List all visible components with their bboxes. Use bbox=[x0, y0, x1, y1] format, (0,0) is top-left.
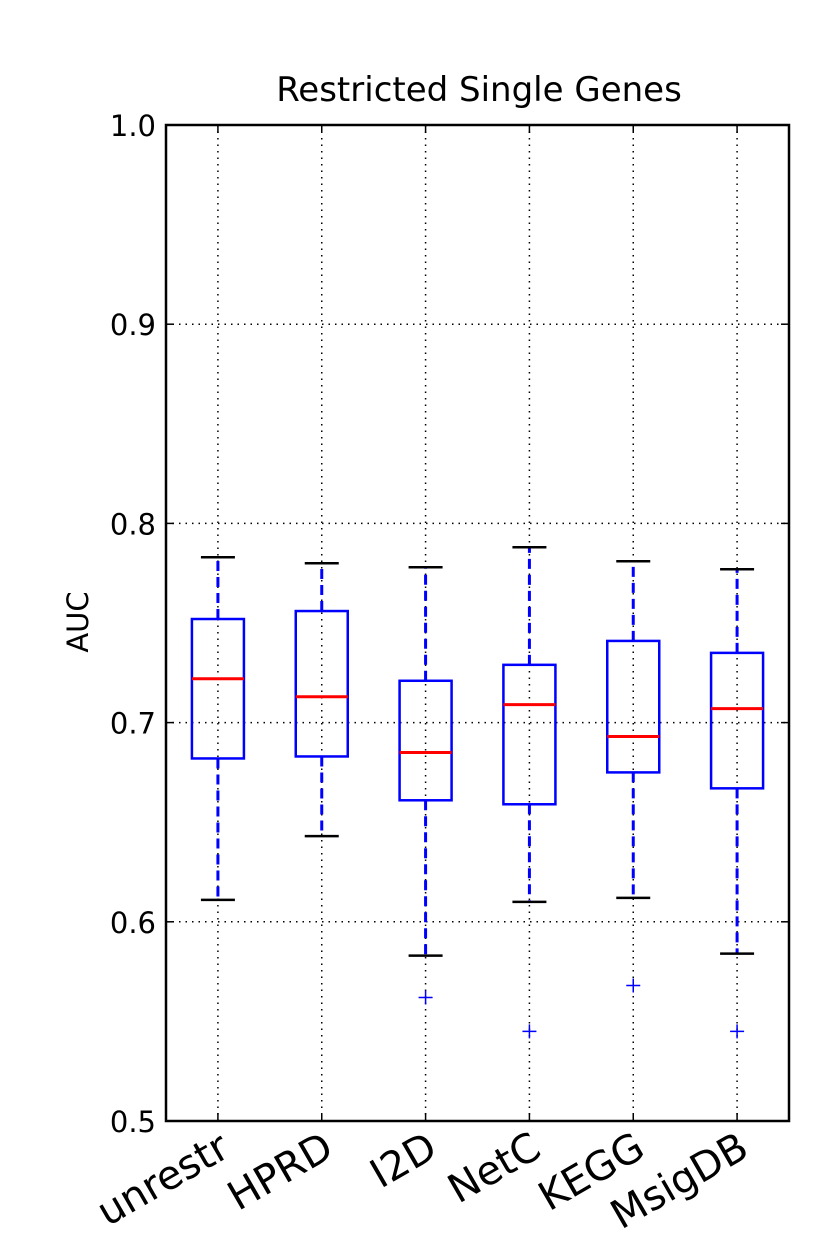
y-axis-label: AUC bbox=[61, 591, 95, 652]
chart-title: Restricted Single Genes bbox=[276, 70, 682, 110]
box-KEGG bbox=[606, 559, 661, 993]
plot-frame bbox=[164, 123, 791, 1123]
box-I2D bbox=[398, 565, 453, 1005]
y-ticks: 0.5 0.6 0.7 0.8 0.9 1.0 bbox=[110, 109, 789, 1139]
outlier-marker bbox=[626, 978, 641, 993]
outlier-marker bbox=[418, 990, 433, 1005]
y-tick-label: 0.8 bbox=[110, 507, 156, 541]
iqr-box bbox=[398, 679, 453, 802]
iqr-box bbox=[502, 663, 557, 806]
box-HPRD bbox=[294, 561, 349, 838]
grid-lines bbox=[166, 125, 789, 1121]
box-unrestr bbox=[190, 556, 246, 902]
box-NetC bbox=[502, 546, 557, 1039]
boxes bbox=[190, 546, 765, 1039]
y-tick-label: 0.6 bbox=[110, 906, 156, 940]
x-tick-label: unrestr bbox=[89, 1124, 237, 1236]
outlier-marker bbox=[730, 1024, 745, 1039]
outlier-marker bbox=[522, 1024, 537, 1039]
y-tick-label: 0.5 bbox=[110, 1105, 156, 1139]
iqr-box bbox=[709, 651, 765, 790]
y-tick-label: 1.0 bbox=[110, 109, 156, 143]
iqr-box bbox=[190, 617, 246, 760]
x-tick-label: HPRD bbox=[220, 1124, 341, 1220]
y-tick-label: 0.9 bbox=[110, 308, 156, 342]
iqr-box bbox=[606, 639, 661, 774]
x-tick-label: I2D bbox=[363, 1124, 445, 1198]
y-tick-label: 0.7 bbox=[110, 707, 156, 741]
iqr-box bbox=[294, 609, 349, 758]
x-tick-label: NetC bbox=[440, 1124, 548, 1213]
box-MsigDB bbox=[709, 567, 765, 1039]
